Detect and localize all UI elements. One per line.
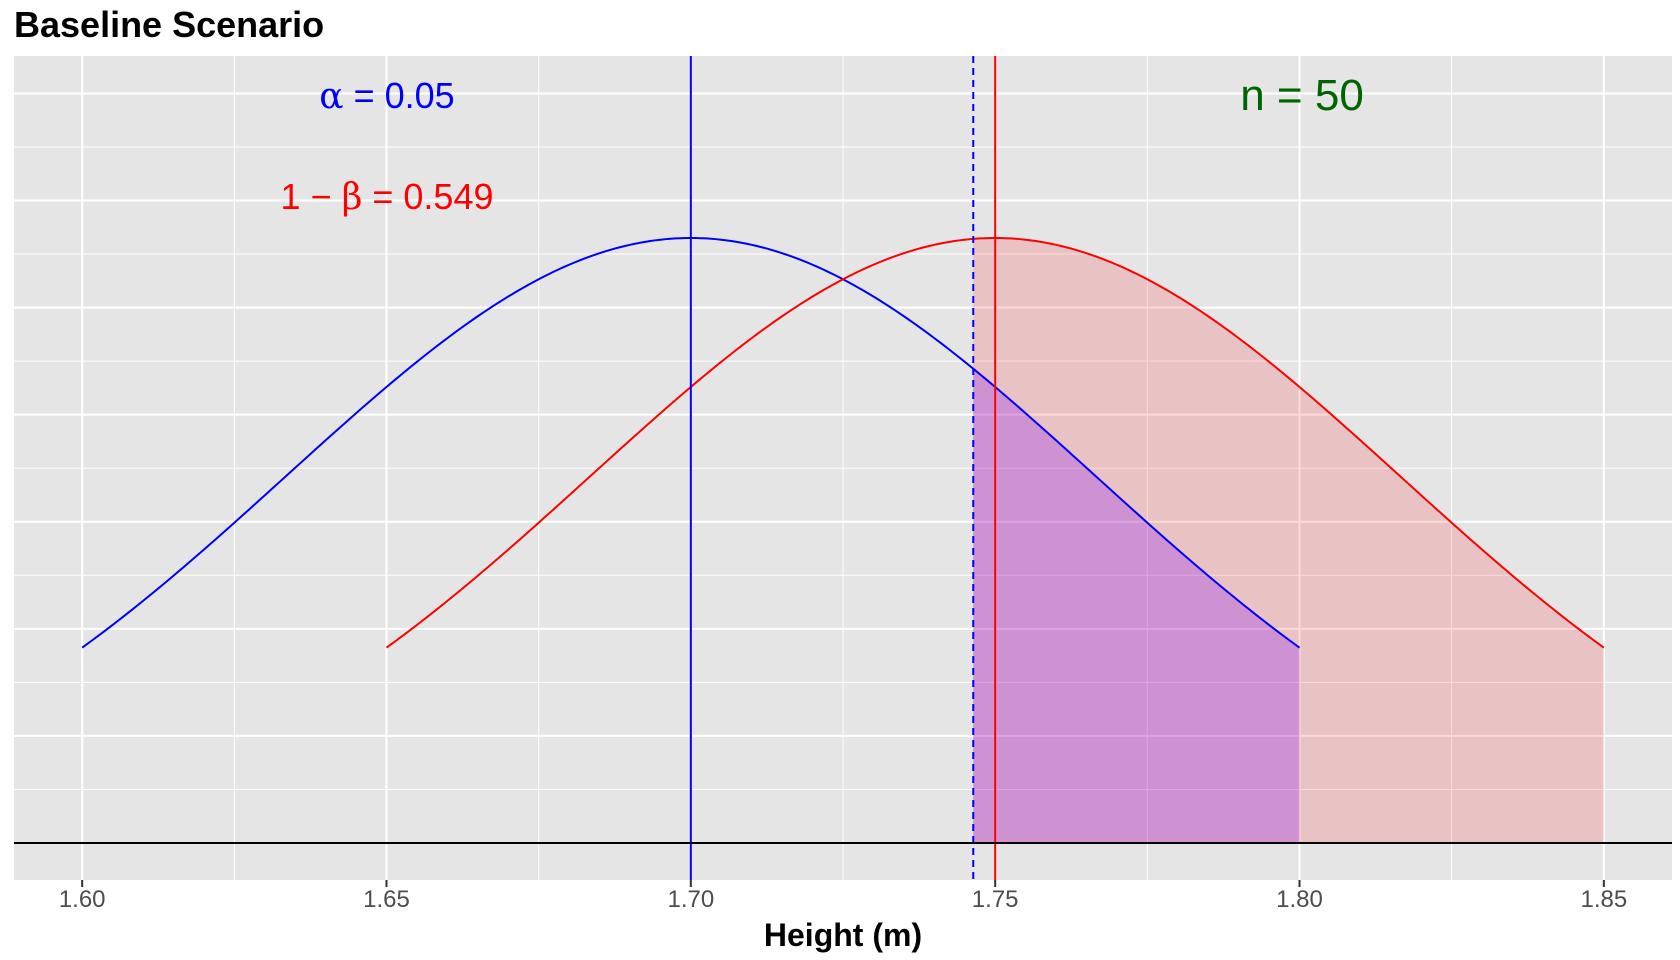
shaded-region — [973, 238, 1604, 843]
x-tick-label: 1.80 — [1276, 886, 1323, 913]
n-value: 50 — [1315, 71, 1364, 120]
power-value: 0.549 — [403, 176, 493, 217]
n-equals: = — [1265, 71, 1315, 120]
plot-panel — [14, 56, 1672, 880]
sample-size-annotation: n = 50 — [1240, 71, 1364, 120]
x-axis: 1.60 1.65 1.70 1.75 1.80 1.85 — [59, 880, 1627, 913]
shaded-region — [973, 368, 1300, 843]
n-label: n — [1240, 71, 1264, 120]
beta-symbol: β — [342, 177, 363, 218]
reference-lines — [689, 56, 997, 880]
grid-lines — [14, 56, 1672, 880]
x-tick-label: 1.60 — [59, 886, 106, 913]
power-equals: = — [362, 176, 403, 217]
shaded-regions — [973, 238, 1604, 843]
power-annotation: 1 − β = 0.549 — [281, 176, 494, 218]
alpha-value: 0.05 — [385, 75, 455, 116]
x-tick-label: 1.85 — [1580, 886, 1627, 913]
power-prefix: 1 − — [281, 176, 342, 217]
alpha-equals: = — [344, 75, 385, 116]
x-tick-label: 1.65 — [363, 886, 410, 913]
annotations: α = 0.05 1 − β = 0.549 n = 50 — [281, 71, 1364, 218]
x-tick-label: 1.75 — [972, 886, 1019, 913]
x-tick-label: 1.70 — [667, 886, 714, 913]
x-axis-label: Height (m) — [764, 917, 922, 953]
alpha-symbol: α — [319, 76, 343, 117]
chart-title: Baseline Scenario — [14, 4, 324, 45]
alpha-annotation: α = 0.05 — [319, 75, 454, 117]
